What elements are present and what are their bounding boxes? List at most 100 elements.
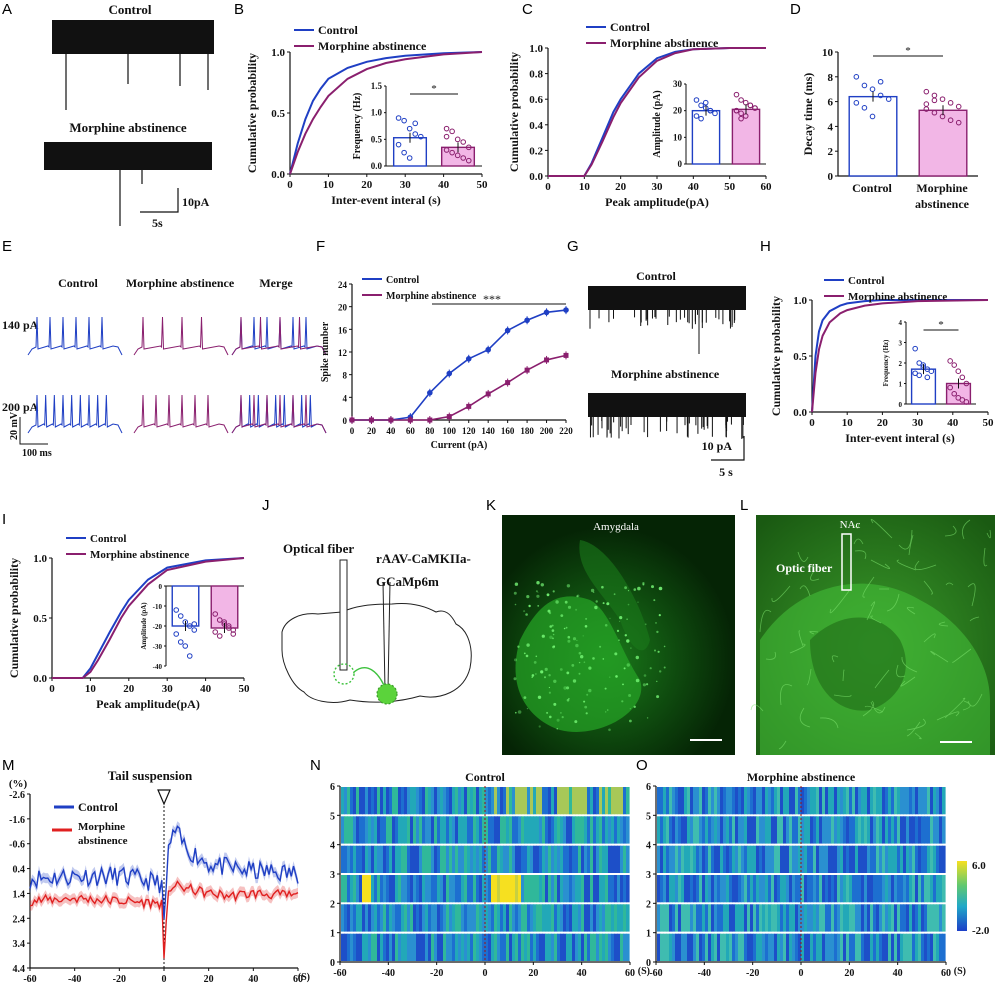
heatmap-cell	[398, 816, 402, 844]
heatmap-cell	[554, 787, 558, 815]
heatmap-cell	[858, 933, 862, 961]
chart-title: Tail suspension	[108, 768, 193, 783]
heatmap-cell	[626, 787, 630, 815]
heatmap-cell	[900, 904, 904, 932]
heatmap-cell	[741, 845, 745, 873]
x-tick-label: 140	[481, 426, 495, 436]
heatmap-cell	[906, 845, 910, 873]
heatmap-cell	[786, 875, 790, 903]
x-tick-label: 40	[893, 968, 903, 979]
heatmap-cell	[446, 875, 450, 903]
heatmap-cell	[714, 933, 718, 961]
heatmap-cell	[726, 875, 730, 903]
heatmap-cell	[350, 933, 354, 961]
data-point	[460, 139, 467, 145]
heatmap-cell	[774, 787, 778, 815]
heatmap-cell	[762, 933, 766, 961]
heatmap-cell	[807, 875, 811, 903]
heatmap-cell	[684, 875, 688, 903]
heatmap-cell	[617, 933, 621, 961]
heatmap-cell	[512, 845, 516, 873]
fiber-strand	[810, 570, 820, 581]
label-morphine-g: Morphine abstinence	[611, 367, 720, 381]
labeled-cell	[546, 711, 549, 714]
labeled-cell	[514, 582, 519, 586]
heatmap-cell	[425, 787, 429, 815]
heatmap-cell	[816, 933, 820, 961]
heatmap-cell	[807, 933, 811, 961]
x-tick-label: 20	[528, 968, 538, 979]
heatmap-cell	[822, 904, 826, 932]
heatmap-cell	[461, 933, 465, 961]
y-tick-label: 8	[828, 72, 834, 84]
data-point	[955, 368, 962, 375]
labeled-cell	[517, 710, 522, 714]
heatmap-cell	[663, 904, 667, 932]
heatmap-cell	[413, 845, 417, 873]
heatmap-cell	[864, 845, 868, 873]
labeled-cell	[552, 645, 555, 649]
labeled-cell	[622, 683, 624, 686]
heatmap-cell	[660, 933, 664, 961]
heatmap-cell	[699, 875, 703, 903]
heatmap-cell	[437, 816, 441, 844]
heatmap-cell	[837, 875, 841, 903]
heatmap-cell	[933, 904, 937, 932]
heatmap-cell	[431, 845, 435, 873]
heatmap-cell	[744, 816, 748, 844]
heatmap-cell	[765, 845, 769, 873]
labeled-cell	[642, 683, 647, 687]
heatmap-cell	[593, 904, 597, 932]
data-point	[963, 399, 970, 405]
scale-bar-e	[19, 417, 48, 445]
heatmap-cell	[356, 933, 360, 961]
x-tick-label: 0	[483, 968, 488, 979]
heatmap-cell	[446, 933, 450, 961]
heatmap-cell	[879, 933, 883, 961]
heatmap-cell	[915, 904, 919, 932]
heatmap-cell	[798, 933, 802, 961]
heatmap-cell	[732, 875, 736, 903]
data-point	[733, 107, 740, 114]
heatmap-cell	[663, 933, 667, 961]
heatmap-cell	[864, 875, 868, 903]
heatmap-cell	[936, 904, 940, 932]
heatmap-cell	[684, 904, 688, 932]
heatmap-cell	[497, 875, 501, 903]
heatmap-cell	[717, 933, 721, 961]
heatmap-cell	[374, 933, 378, 961]
heatmap-cell	[726, 845, 730, 873]
heatmap-cell	[867, 816, 871, 844]
heatmap-cell	[353, 787, 357, 815]
heatmap-cell	[657, 816, 661, 844]
heatmap-cell	[611, 933, 615, 961]
heatmap-cell	[584, 787, 588, 815]
heatmap-cell	[759, 787, 763, 815]
heatmap-cell	[780, 904, 784, 932]
scale-label-10pa: 10pA	[182, 195, 210, 209]
y-tick-label: 0.5	[271, 108, 285, 120]
data-point	[869, 86, 876, 92]
heatmap-cell	[575, 787, 579, 815]
heatmap-cell	[395, 787, 399, 815]
heatmap-cell	[467, 904, 471, 932]
data-point	[465, 144, 472, 151]
x-unit-label: (S)	[954, 966, 966, 977]
heatmap-cell	[915, 933, 919, 961]
heatmap-cell	[801, 904, 805, 932]
heatmap-cell	[626, 845, 630, 873]
heatmap-cell	[912, 845, 916, 873]
x-tick-label: 40	[386, 426, 396, 436]
heatmap-cell	[879, 875, 883, 903]
heatmap-cell	[798, 816, 802, 844]
heatmap-cell	[876, 933, 880, 961]
heatmap-cell	[524, 845, 528, 873]
labeled-cell	[658, 614, 661, 617]
x-tick-label: 0	[809, 417, 815, 429]
data-point	[230, 631, 237, 637]
heatmap-cell	[578, 904, 582, 932]
heatmap-cell	[389, 845, 393, 873]
heatmap-cell	[467, 875, 471, 903]
panel-letter-b: B	[234, 1, 244, 18]
heatmap-cell	[440, 875, 444, 903]
